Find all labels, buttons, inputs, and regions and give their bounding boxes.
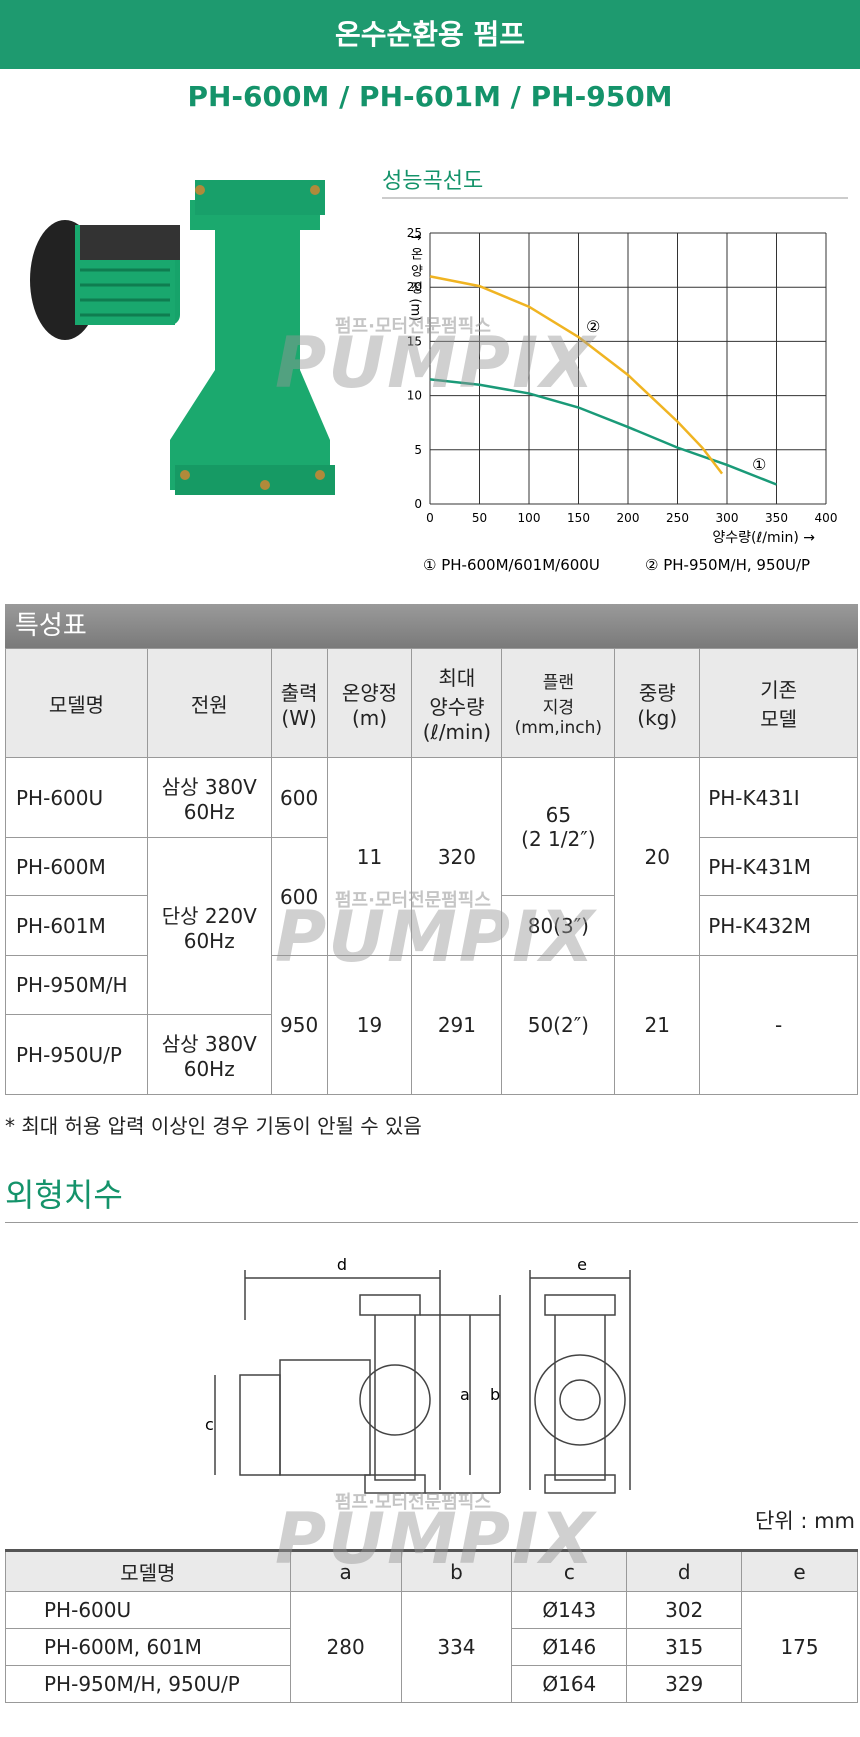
cell: 329 [626, 1665, 743, 1703]
curve-label: ① [752, 455, 766, 474]
cell: 175 [741, 1591, 858, 1703]
dim-label: e [577, 1255, 587, 1274]
cell: PH-950M/H, 950U/P [5, 1665, 291, 1703]
x-tick-label: 250 [666, 511, 689, 525]
cell: 80(3″) [501, 895, 616, 956]
x-tick-label: 300 [716, 511, 739, 525]
cell: Ø164 [511, 1665, 628, 1703]
cell: 단상 220V 60Hz [146, 837, 272, 1015]
watermark: 펌프·모터전문펌픽스 [335, 890, 491, 911]
pump-photo [30, 180, 335, 495]
cell: 600 [270, 757, 328, 838]
x-axis-label: 양수량(ℓ/min) → [712, 530, 815, 546]
x-tick-label: 50 [472, 511, 487, 525]
cell: 315 [626, 1628, 743, 1666]
watermark-logo: PUMPIX [275, 1498, 597, 1580]
cell: PH-600M [5, 837, 148, 896]
cell: PH-950M/H [5, 955, 148, 1015]
dim-label: a [460, 1385, 470, 1404]
watermark-logo: PUMPIX [275, 896, 597, 978]
divider [5, 1222, 858, 1223]
x-tick-label: 150 [567, 511, 590, 525]
y-axis-label: ↑ 온 양 정 (m) [408, 232, 423, 321]
header-cell: 중량 (kg) [614, 648, 701, 758]
cell: 950 [270, 955, 328, 1095]
header-cell: 기존 모델 [699, 648, 858, 758]
dimension-table: 모델명 a b c d e PH-600U 280 334 Ø143 302 175 PH-600M… [5, 1549, 858, 1703]
cell: Ø143 [511, 1591, 628, 1629]
cell: 334 [400, 1591, 513, 1703]
unit: 단위 : mm [755, 1509, 855, 1533]
cell: 600 [270, 837, 328, 956]
y-tick-label: 0 [414, 497, 422, 511]
cell: PH-K431I [699, 757, 858, 838]
header-cell: b [400, 1550, 513, 1592]
dim-label: d [337, 1255, 347, 1274]
y-tick-label: 20 [407, 280, 422, 294]
curve [429, 378, 777, 486]
cell: 65 (2 1/2″) [501, 757, 616, 896]
cell: PH-600M, 601M [5, 1628, 291, 1666]
cell: - [699, 955, 858, 1095]
x-tick-label: 350 [765, 511, 788, 525]
dim-label: c [205, 1415, 214, 1434]
watermark: 펌프·모터전문펌픽스 [335, 316, 491, 337]
top-figure: 성능곡선도 0 50 100 150 200 250 300 350 400 0 5 10 15 20 25… [30, 169, 848, 574]
cell: PH-600U [5, 757, 148, 838]
header-cell: 전원 [146, 648, 272, 758]
header-cell: 최대 양수량 (ℓ/min) [411, 648, 503, 758]
watermark: 펌프·모터전문펌픽스 [335, 1492, 491, 1513]
chart-title: 성능곡선도 [382, 169, 483, 194]
dimension-diagram: d e c a b [205, 1255, 631, 1494]
header-cell: 모델명 [5, 1550, 291, 1592]
cell: 19 [326, 955, 413, 1095]
header-cell: 출력 (W) [270, 648, 328, 758]
x-tick-label: 400 [815, 511, 838, 525]
legend-entry: ② PH-950M/H, 950U/P [645, 556, 810, 574]
x-tick-label: 100 [518, 511, 541, 525]
cell: 21 [614, 955, 701, 1095]
header-cell: 온양정 (m) [326, 648, 413, 758]
cell: Ø146 [511, 1628, 628, 1666]
subtitle: PH-600M / PH-601M / PH-950M [187, 80, 673, 113]
cell: 삼상 380V 60Hz [146, 757, 272, 838]
header-title: 온수순환용 펌프 [0, 0, 860, 69]
cell: 삼상 380V 60Hz [146, 1014, 272, 1095]
header-cell: 모델명 [5, 648, 148, 758]
header-cell: c [511, 1550, 628, 1592]
cell: 280 [289, 1591, 402, 1703]
dim-label: b [490, 1385, 500, 1404]
section-title: 외형치수 [5, 1176, 123, 1214]
y-tick-label: 15 [407, 334, 422, 348]
note: * 최대 허용 압력 이상인 경우 기동이 안될 수 있음 [5, 1114, 422, 1138]
header-cell: e [741, 1550, 858, 1592]
legend-entry: ① PH-600M/601M/600U [423, 556, 600, 574]
y-tick-label: 10 [407, 389, 422, 403]
y-tick-label: 25 [407, 226, 422, 240]
cell: 20 [614, 757, 701, 956]
x-tick-label: 200 [617, 511, 640, 525]
cell: 50(2″) [501, 955, 616, 1095]
cell: PH-601M [5, 895, 148, 956]
curve [429, 275, 724, 475]
cell: 291 [411, 955, 503, 1095]
cell: PH-950U/P [5, 1014, 148, 1095]
performance-chart: 0 50 100 150 200 250 300 350 400 0 5 10 15 20 25 [407, 226, 838, 525]
section-band: 특성표 [5, 604, 858, 648]
x-tick-label: 0 [426, 511, 434, 525]
cell: 302 [626, 1591, 743, 1629]
cell: PH-K432M [699, 895, 858, 956]
curve-label: ② [586, 317, 600, 336]
header-cell: d [626, 1550, 743, 1592]
watermark-logo: PUMPIX [275, 322, 597, 404]
cell: PH-K431M [699, 837, 858, 896]
cell: 320 [411, 757, 503, 956]
header-cell: 플랜 지경 (mm,inch) [501, 648, 616, 758]
cell: PH-600U [5, 1591, 291, 1629]
spec-table: 모델명 전원 출력 (W) 온양정 (m) 최대 양수량 (ℓ/min) 플랜 … [5, 648, 858, 1095]
y-tick-label: 5 [414, 443, 422, 457]
